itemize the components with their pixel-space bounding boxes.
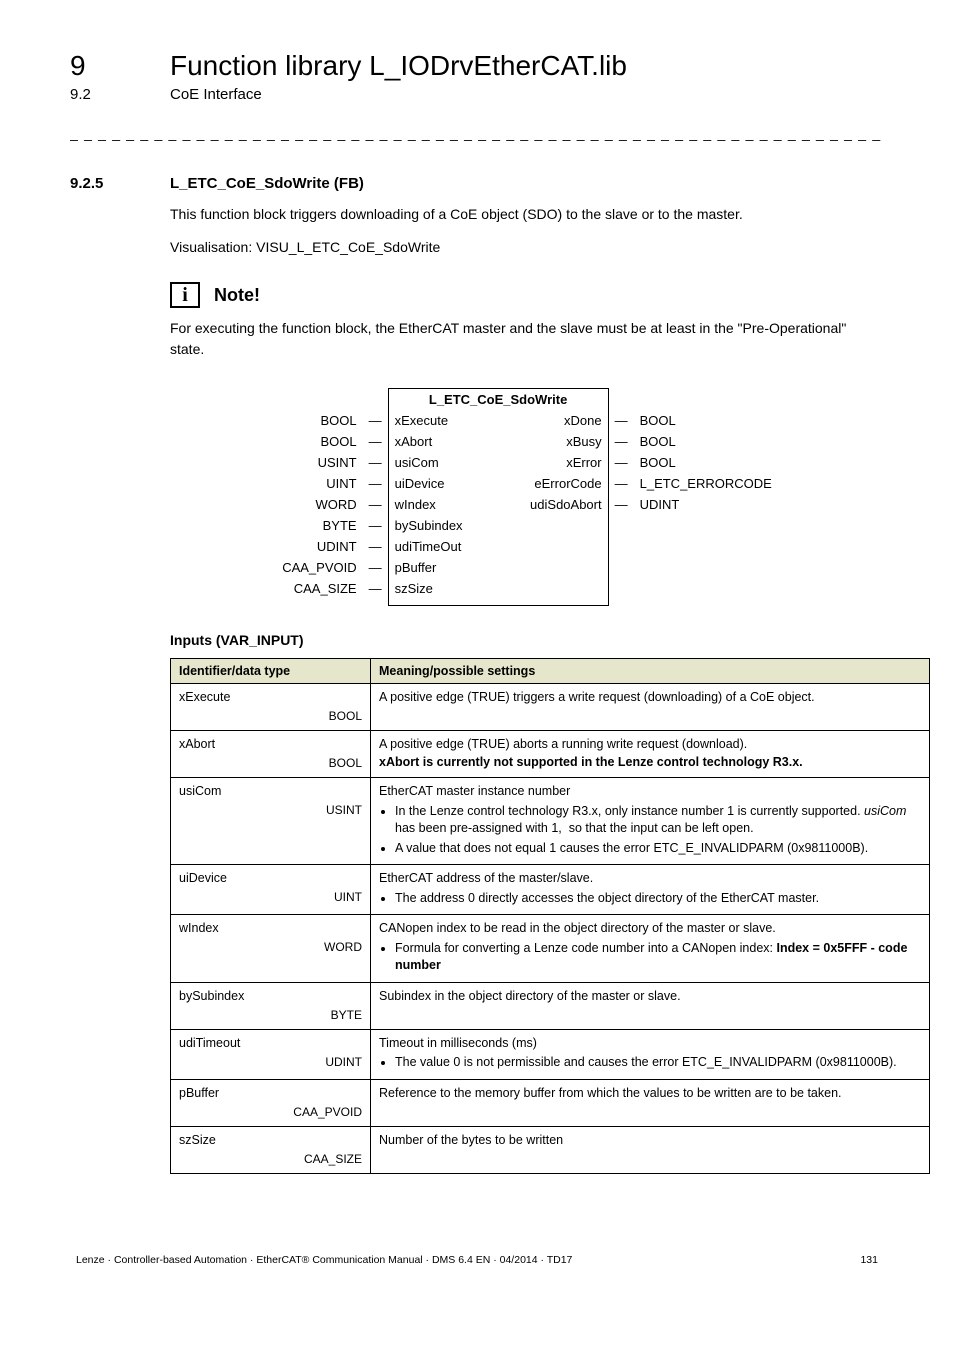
fb-input-name: szSize xyxy=(388,578,498,599)
function-block-diagram: L_ETC_CoE_SdoWriteBOOL—xExecutexDone—BOO… xyxy=(276,388,778,606)
fb-input-type: CAA_PVOID xyxy=(276,557,362,578)
table-row-meaning: Timeout in milliseconds (ms)The value 0 … xyxy=(371,1029,930,1079)
fb-output-type: BOOL xyxy=(634,410,778,431)
table-row-meaning: A positive edge (TRUE) triggers a write … xyxy=(371,684,930,731)
table-row-meaning: Reference to the memory buffer from whic… xyxy=(371,1079,930,1126)
fb-output-type: L_ETC_ERRORCODE xyxy=(634,473,778,494)
table-row-identifier: uiDeviceUINT xyxy=(171,865,371,915)
fb-input-type: UINT xyxy=(276,473,362,494)
table-row-identifier: xExecuteBOOL xyxy=(171,684,371,731)
fb-input-name: xAbort xyxy=(388,431,498,452)
section-number: 9.2 xyxy=(70,86,170,103)
table-row-meaning: A positive edge (TRUE) aborts a running … xyxy=(371,731,930,778)
note-title: Note! xyxy=(214,285,260,306)
table-row-identifier: bySubindexBYTE xyxy=(171,982,371,1029)
fb-input-type: UDINT xyxy=(276,536,362,557)
separator-dashes: _ _ _ _ _ _ _ _ _ _ _ _ _ _ _ _ _ _ _ _ … xyxy=(70,125,884,141)
fb-title: L_ETC_CoE_SdoWrite xyxy=(388,389,608,411)
fb-input-name: uiDevice xyxy=(388,473,498,494)
fb-input-type: BOOL xyxy=(276,410,362,431)
table-row-meaning: Number of the bytes to be written xyxy=(371,1126,930,1173)
table-row-identifier: pBufferCAA_PVOID xyxy=(171,1079,371,1126)
inputs-table-header-identifier: Identifier/data type xyxy=(171,659,371,684)
fb-input-name: pBuffer xyxy=(388,557,498,578)
table-row-identifier: szSizeCAA_SIZE xyxy=(171,1126,371,1173)
table-row-meaning: EtherCAT address of the master/slave.The… xyxy=(371,865,930,915)
table-row-identifier: xAbortBOOL xyxy=(171,731,371,778)
chapter-title: Function library L_IODrvEtherCAT.lib xyxy=(170,50,627,82)
fb-output-type: BOOL xyxy=(634,452,778,473)
table-row-meaning: EtherCAT master instance numberIn the Le… xyxy=(371,778,930,865)
fb-output-name: xError xyxy=(498,452,608,473)
fb-input-name: xExecute xyxy=(388,410,498,431)
fb-input-type: CAA_SIZE xyxy=(276,578,362,599)
subsection-title: L_ETC_CoE_SdoWrite (FB) xyxy=(170,175,364,192)
table-row-meaning: CANopen index to be read in the object d… xyxy=(371,915,930,983)
fb-input-type: BYTE xyxy=(276,515,362,536)
chapter-number: 9 xyxy=(70,50,170,82)
info-icon: i xyxy=(170,282,200,308)
footer-left: Lenze · Controller-based Automation · Et… xyxy=(76,1254,572,1266)
fb-input-name: wIndex xyxy=(388,494,498,515)
fb-input-type: USINT xyxy=(276,452,362,473)
fb-input-name: udiTimeOut xyxy=(388,536,498,557)
fb-output-name: xDone xyxy=(498,410,608,431)
intro-paragraph-2: Visualisation: VISU_L_ETC_CoE_SdoWrite xyxy=(170,237,884,258)
section-title: CoE Interface xyxy=(170,86,262,103)
fb-output-type: UDINT xyxy=(634,494,778,515)
inputs-heading: Inputs (VAR_INPUT) xyxy=(170,632,884,648)
fb-output-name: xBusy xyxy=(498,431,608,452)
fb-input-type: WORD xyxy=(276,494,362,515)
footer-page-number: 131 xyxy=(860,1254,878,1266)
intro-paragraph-1: This function block triggers downloading… xyxy=(170,204,884,225)
fb-input-name: bySubindex xyxy=(388,515,498,536)
inputs-table-header-meaning: Meaning/possible settings xyxy=(371,659,930,684)
note-body: For executing the function block, the Et… xyxy=(170,318,884,360)
fb-output-type: BOOL xyxy=(634,431,778,452)
table-row-identifier: udiTimeoutUDINT xyxy=(171,1029,371,1079)
subsection-number: 9.2.5 xyxy=(70,175,170,192)
table-row-identifier: wIndexWORD xyxy=(171,915,371,983)
fb-output-name: udiSdoAbort xyxy=(498,494,608,515)
inputs-table: Identifier/data type Meaning/possible se… xyxy=(170,658,930,1174)
fb-input-name: usiCom xyxy=(388,452,498,473)
table-row-identifier: usiComUSINT xyxy=(171,778,371,865)
fb-input-type: BOOL xyxy=(276,431,362,452)
table-row-meaning: Subindex in the object directory of the … xyxy=(371,982,930,1029)
fb-output-name: eErrorCode xyxy=(498,473,608,494)
